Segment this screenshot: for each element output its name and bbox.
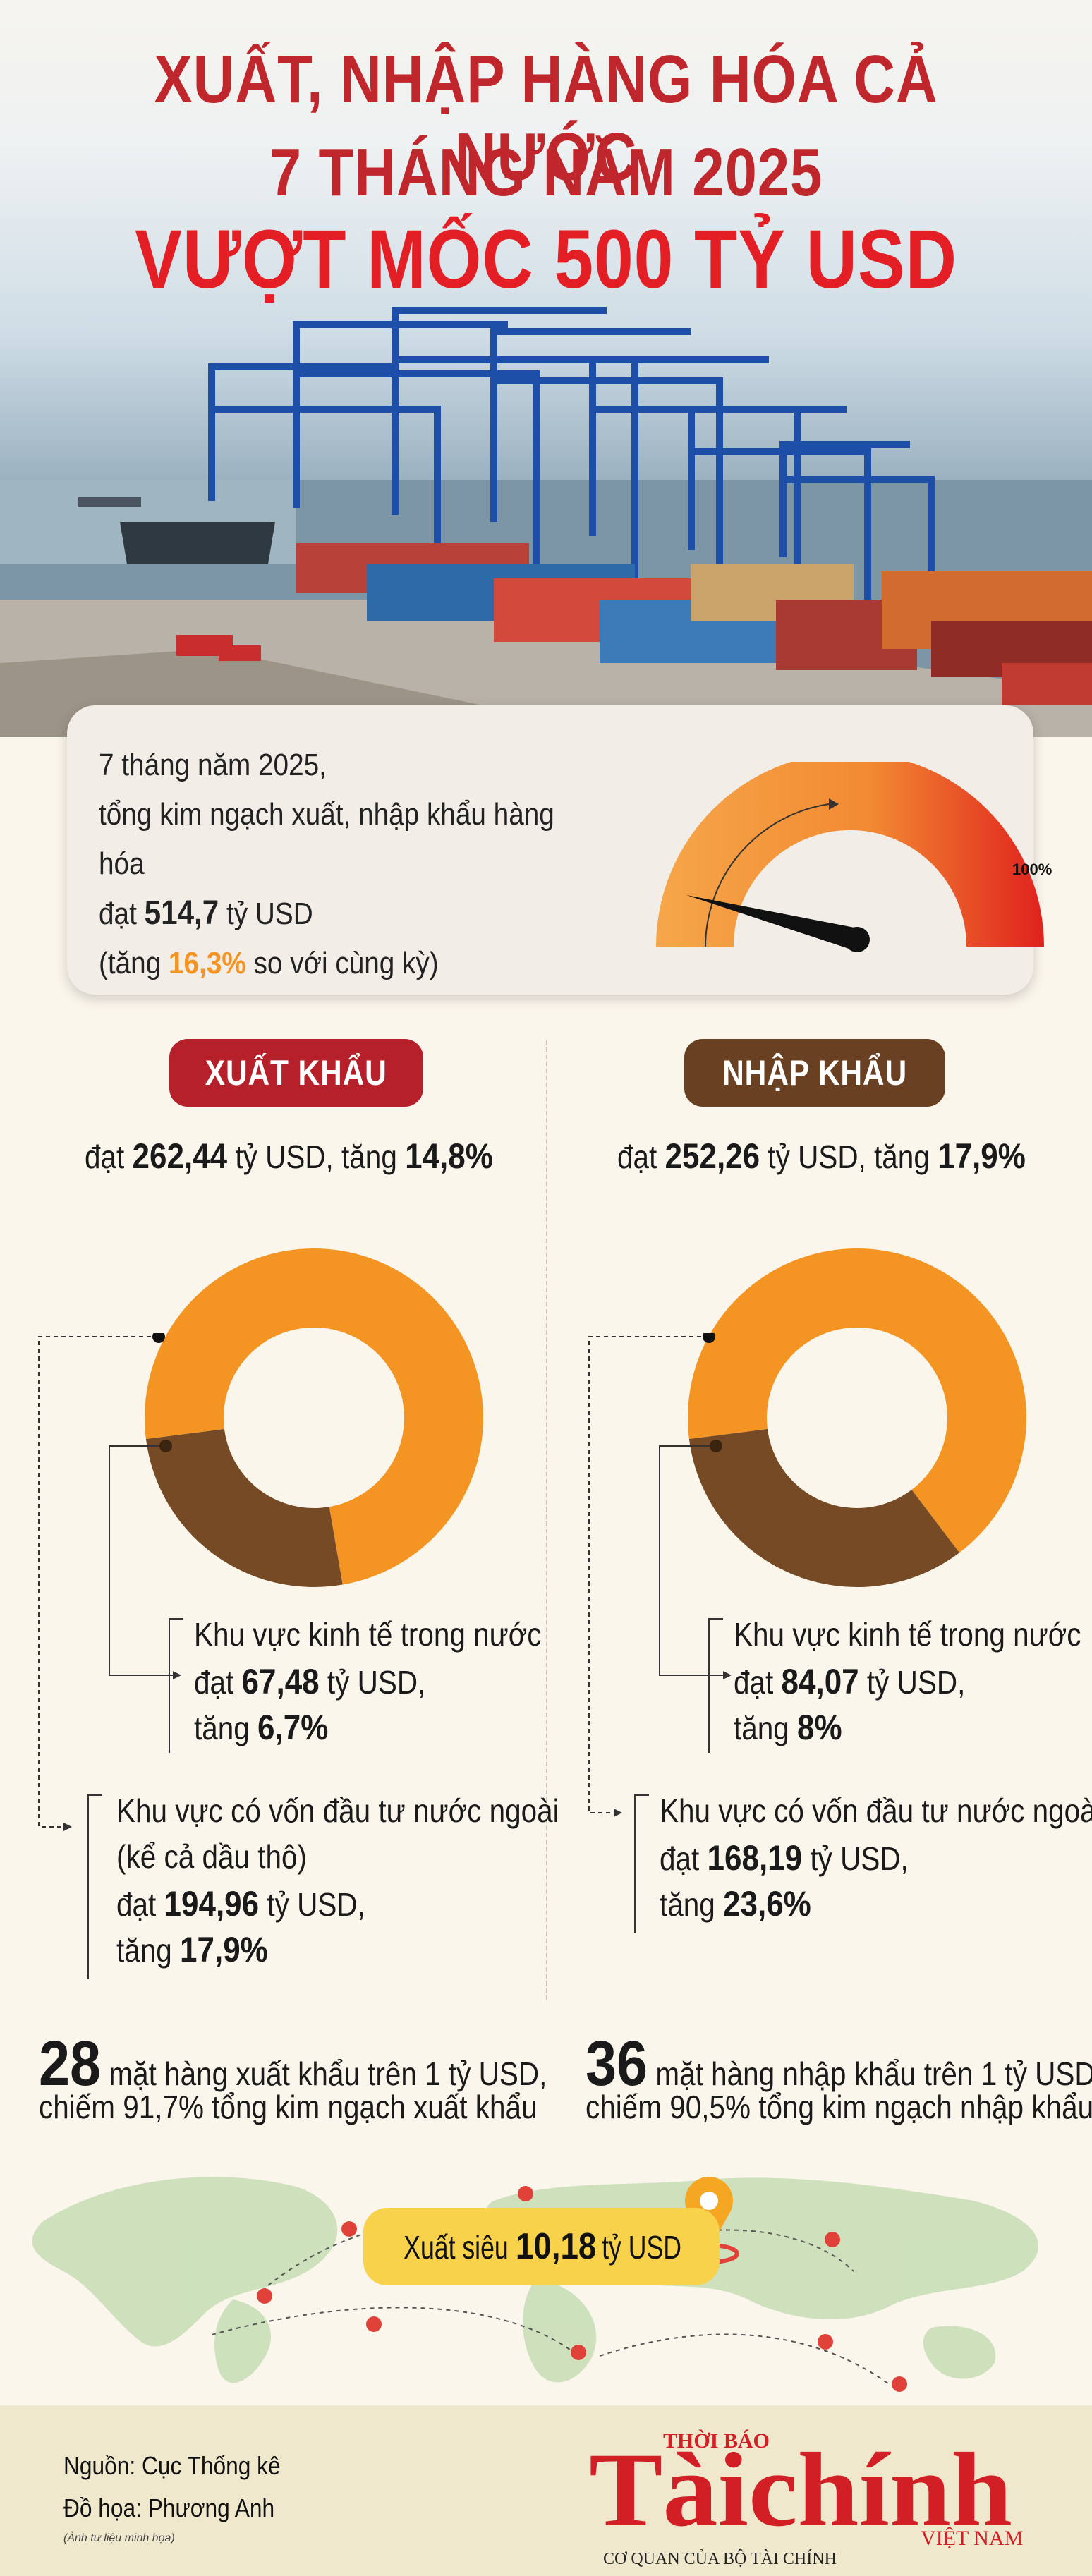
donut-slice-fdi bbox=[688, 1248, 1026, 1553]
trade-surplus-badge: Xuất siêu 10,18 tỷ USD bbox=[363, 2208, 720, 2285]
import-connectors bbox=[588, 1333, 732, 1817]
donut-slice-fdi bbox=[145, 1248, 483, 1585]
svg-text:THỜI BÁO: THỜI BÁO bbox=[663, 2429, 770, 2453]
import-total: đạt 252,26 tỷ USD, tăng 17,9% bbox=[617, 1136, 1026, 1176]
export-total: đạt 262,44 tỷ USD, tăng 14,8% bbox=[85, 1136, 493, 1176]
import-pill: NHẬP KHẨU bbox=[684, 1039, 945, 1107]
import-items-line-2: chiếm 90,5% tổng kim ngạch nhập khẩu bbox=[586, 2089, 1092, 2125]
summary-line-4: (tăng 16,3% so với cùng kỳ) bbox=[99, 946, 439, 980]
source-text: Nguồn: Cục Thống kê bbox=[63, 2451, 281, 2480]
export-items-count: 28 bbox=[39, 2029, 102, 2099]
gauge-label: 100% bbox=[1012, 861, 1052, 878]
import-donut-chart bbox=[688, 1248, 1026, 1587]
port-photo bbox=[0, 307, 1092, 737]
header-banner: XUẤT, NHẬP HÀNG HÓA CẢ NƯỚC 7 THÁNG NĂM … bbox=[0, 0, 1092, 737]
export-donut-chart bbox=[145, 1248, 483, 1587]
import-fdi-value: đạt 168,19 tỷ USD, bbox=[660, 1838, 909, 1878]
import-items-count: 36 bbox=[586, 2029, 648, 2099]
donut-slice-domestic bbox=[688, 1429, 960, 1587]
summary-line-1: 7 tháng năm 2025, bbox=[99, 748, 327, 782]
footer bbox=[0, 2405, 1092, 2576]
summary-text: 7 tháng năm 2025, tổng kim ngạch xuất, n… bbox=[99, 741, 583, 988]
export-fdi-value: đạt 194,96 tỷ USD, bbox=[116, 1884, 365, 1924]
svg-text:Tàichính: Tàichính bbox=[589, 2431, 1012, 2548]
column-divider bbox=[546, 1040, 547, 2000]
export-domestic-value: đạt 67,48 tỷ USD, bbox=[194, 1662, 426, 1701]
export-fdi-bracket bbox=[87, 1794, 102, 1979]
summary-growth-value: 16,3% bbox=[169, 946, 246, 980]
title-line-3: VƯỢT MỐC 500 TỶ USD bbox=[135, 213, 957, 306]
title-line-1: XUẤT, NHẬP HÀNG HÓA CẢ NƯỚC bbox=[154, 42, 938, 195]
import-domestic-growth: tăng 8% bbox=[734, 1708, 842, 1747]
summary-card: 7 tháng năm 2025, tổng kim ngạch xuất, n… bbox=[67, 705, 1052, 995]
summary-total-value: 514,7 bbox=[144, 894, 219, 932]
design-credit: Đồ họa: Phương Anh bbox=[63, 2493, 275, 2522]
gauge-needle bbox=[686, 894, 870, 952]
summary-line-2: tổng kim ngạch xuất, nhập khẩu hàng hóa bbox=[99, 797, 554, 881]
svg-text:CƠ QUAN CỦA BỘ TÀI CHÍNH: CƠ QUAN CỦA BỘ TÀI CHÍNH bbox=[603, 2549, 837, 2568]
trade-surplus-value: 10,18 bbox=[515, 2226, 597, 2267]
import-items-line-1: 36 mặt hàng nhập khẩu trên 1 tỷ USD, bbox=[586, 2029, 1092, 2099]
import-fdi-bracket bbox=[634, 1794, 649, 1933]
svg-text:VIỆT NAM: VIỆT NAM bbox=[921, 2527, 1023, 2550]
export-items-line-2: chiếm 91,7% tổng kim ngạch xuất khẩu bbox=[39, 2089, 538, 2125]
export-domestic-growth: tăng 6,7% bbox=[194, 1708, 329, 1747]
photo-note: (Ảnh tư liệu minh họa) bbox=[63, 2532, 175, 2544]
export-items-line-1: 28 mặt hàng xuất khẩu trên 1 tỷ USD, bbox=[39, 2029, 547, 2099]
import-fdi-label: Khu vực có vốn đầu tư nước ngoài bbox=[660, 1792, 1092, 1829]
summary-line-3: đạt 514,7 tỷ USD bbox=[99, 894, 313, 932]
export-domestic-bracket bbox=[169, 1618, 183, 1753]
import-domestic-value: đạt 84,07 tỷ USD, bbox=[734, 1662, 966, 1701]
export-pill: XUẤT KHẨU bbox=[169, 1039, 423, 1107]
import-domestic-bracket bbox=[708, 1618, 723, 1753]
donut-slice-domestic bbox=[145, 1429, 343, 1587]
export-domestic-label: Khu vực kinh tế trong nước bbox=[194, 1616, 542, 1653]
export-fdi-label-2: (kể cả dầu thô) bbox=[116, 1838, 308, 1875]
import-fdi-growth: tăng 23,6% bbox=[660, 1884, 811, 1924]
publisher-logo: THỜI BÁO Tàichính VIỆT NAM CƠ QUAN CỦA B… bbox=[589, 2429, 1023, 2568]
gauge-meter: 100% bbox=[656, 762, 1052, 952]
import-domestic-label: Khu vực kinh tế trong nước bbox=[734, 1616, 1081, 1653]
export-connectors bbox=[38, 1333, 181, 1831]
export-fdi-label: Khu vực có vốn đầu tư nước ngoài bbox=[116, 1792, 559, 1829]
gauge-arc bbox=[656, 762, 1044, 947]
export-fdi-growth: tăng 17,9% bbox=[116, 1930, 268, 1969]
title-line-2: 7 THÁNG NĂM 2025 bbox=[269, 135, 823, 210]
